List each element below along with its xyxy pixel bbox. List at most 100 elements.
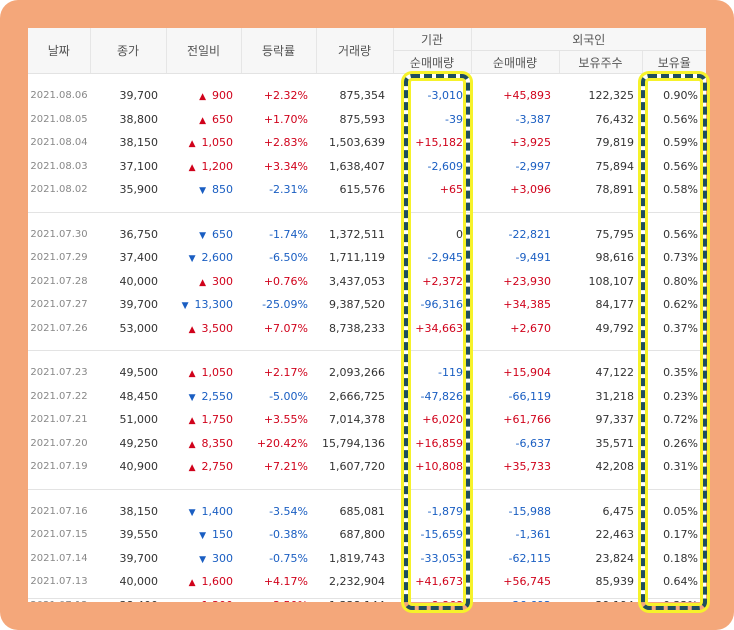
cell-date: 2021.07.22: [30, 390, 88, 402]
cell-date: 2021.07.16: [30, 505, 88, 517]
cell-foreign-net: +3,925: [510, 136, 551, 150]
table-row: 2021.07.30 36,750 ▼ 650 -1.74% 1,372,511 0 -22,…: [28, 223, 706, 247]
cell-holdings: 84,177: [595, 298, 635, 312]
cell-ratio: 0.90%: [663, 89, 699, 103]
cell-volume: 3,437,053: [329, 274, 385, 288]
cell-close: 40,000: [119, 274, 159, 288]
cell-date: 2021.07.27: [30, 299, 88, 311]
cell-date: 2021.07.21: [30, 414, 88, 426]
cell-ratio: 0.73%: [663, 251, 699, 265]
down-triangle-icon: ▼: [199, 186, 206, 197]
down-triangle-icon: ▼: [199, 531, 206, 542]
cell-holdings: 78,891: [595, 183, 635, 197]
cell-holdings: 6,475: [602, 504, 635, 518]
cell-inst-net: -3,010: [427, 89, 463, 103]
cell-change: ▼ 150: [199, 528, 233, 542]
cell-foreign-net: -66,119: [508, 389, 551, 403]
cell-holdings: 23,824: [595, 551, 635, 565]
cell-rate: +3.55%: [263, 413, 308, 427]
cell-holdings: 122,325: [588, 89, 635, 103]
cell-holdings: 42,208: [595, 460, 635, 474]
cell-foreign-net: +3,096: [510, 183, 551, 197]
col-header-close: 종가: [89, 28, 166, 74]
cell-date: 2021.07.26: [30, 322, 88, 334]
cell-date: 2021.08.02: [30, 184, 88, 196]
cell-change: ▼ 850: [199, 183, 233, 197]
cell-change: ▲ 900: [199, 89, 233, 103]
cell-volume: 8,738,233: [329, 321, 385, 335]
cell-foreign-net: +2,670: [510, 321, 551, 335]
cell-volume: 1,607,720: [329, 460, 385, 474]
cell-change: ▲ 3,500: [188, 321, 233, 335]
cell-inst-net: -47,826: [420, 389, 463, 403]
cell-change: ▲ 2,750: [188, 460, 233, 474]
cell-rate: +2.32%: [263, 89, 308, 103]
cell-change: ▲ 1,600: [188, 575, 233, 589]
table-row: 2021.07.27 39,700 ▼ 13,300 -25.09% 9,387,520 -…: [28, 293, 706, 317]
up-triangle-icon: ▲: [188, 162, 196, 173]
down-triangle-icon: ▼: [199, 554, 206, 565]
col-header-foreign-net: 순매매량: [470, 50, 559, 74]
table-row: 2021.07.28 40,000 ▲ 300 +0.76% 3,437,053 +2,37…: [28, 270, 706, 294]
down-triangle-icon: ▼: [199, 230, 206, 241]
cell-ratio: 0.80%: [663, 274, 699, 288]
cell-date: 2021.07.12: [28, 594, 90, 602]
cell-change: ▼ 2,550: [188, 389, 233, 403]
cell-rate: -5.00%: [269, 389, 308, 403]
up-triangle-icon: ▲: [199, 92, 206, 103]
cell-holdings: 29,194: [559, 594, 642, 602]
cell-foreign-net: -9,491: [515, 251, 551, 265]
cell-holdings: 47,122: [595, 366, 635, 380]
up-triangle-icon: ▲: [188, 416, 196, 427]
group-separator: [28, 340, 706, 351]
table-body: 2021.08.06 39,700 ▲ 900 +2.32% 875,354 -3,010 +…: [28, 74, 706, 602]
cell-change: ▼ 650: [199, 227, 233, 241]
cell-ratio: 0.22%: [642, 594, 706, 602]
table-bottom-border: [28, 598, 706, 599]
cell-date: 2021.08.03: [30, 160, 88, 172]
table-row: 2021.07.19 40,900 ▲ 2,750 +7.21% 1,607,720 +10…: [28, 455, 706, 479]
cell-volume: 1,638,407: [329, 159, 385, 173]
up-triangle-icon: ▲: [199, 115, 206, 126]
cell-close: 39,700: [119, 551, 159, 565]
down-triangle-icon: ▼: [188, 392, 196, 403]
cell-ratio: 0.56%: [663, 112, 699, 126]
cell-rate: +20.42%: [256, 436, 308, 450]
cell-volume: 1,338,144: [316, 594, 393, 602]
cell-ratio: 0.17%: [663, 528, 699, 542]
cell-ratio: 0.59%: [663, 136, 699, 150]
cell-rate: +2.17%: [263, 366, 308, 380]
cell-volume: 1,711,119: [329, 251, 385, 265]
col-header-holdings: 보유주수: [558, 50, 642, 74]
cell-date: 2021.07.13: [30, 576, 88, 588]
cell-inst-net: +34,663: [415, 321, 463, 335]
cell-volume: 1,819,743: [329, 551, 385, 565]
cell-inst-net: +10,808: [415, 460, 463, 474]
col-header-institution: 기관: [392, 28, 471, 51]
cell-close: 38,400: [90, 594, 166, 602]
cell-rate: -6.50%: [269, 251, 308, 265]
col-header-foreign: 외국인: [470, 28, 706, 51]
cell-holdings: 75,894: [595, 159, 635, 173]
cell-inst-net: +2,372: [422, 274, 463, 288]
highlight-holding-ratio: [641, 74, 707, 610]
cell-foreign-net: -6,637: [515, 436, 551, 450]
table-row: 2021.08.04 38,150 ▲ 1,050 +2.83% 1,503,639 +15…: [28, 131, 706, 155]
cell-ratio: 0.56%: [663, 159, 699, 173]
cell-inst-net: +41,673: [415, 575, 463, 589]
cell-date: 2021.07.15: [30, 529, 88, 541]
cell-rate: -0.75%: [269, 551, 308, 565]
cell-date: 2021.07.14: [30, 552, 88, 564]
table-row: 2021.08.06 39,700 ▲ 900 +2.32% 875,354 -3,010 +…: [28, 84, 706, 108]
cell-volume: 685,081: [339, 504, 386, 518]
cell-rate: -2.31%: [269, 183, 308, 197]
cell-close: 37,400: [119, 251, 159, 265]
cell-close: 53,000: [119, 321, 159, 335]
cell-inst-net: +65: [439, 183, 463, 197]
cell-inst-net: -33,053: [420, 551, 463, 565]
cell-change: ▲ 8,350: [188, 436, 233, 450]
cell-ratio: 0.35%: [663, 366, 699, 380]
cell-volume: 615,576: [339, 183, 386, 197]
cell-holdings: 108,107: [588, 274, 635, 288]
cell-close: 39,700: [119, 298, 159, 312]
